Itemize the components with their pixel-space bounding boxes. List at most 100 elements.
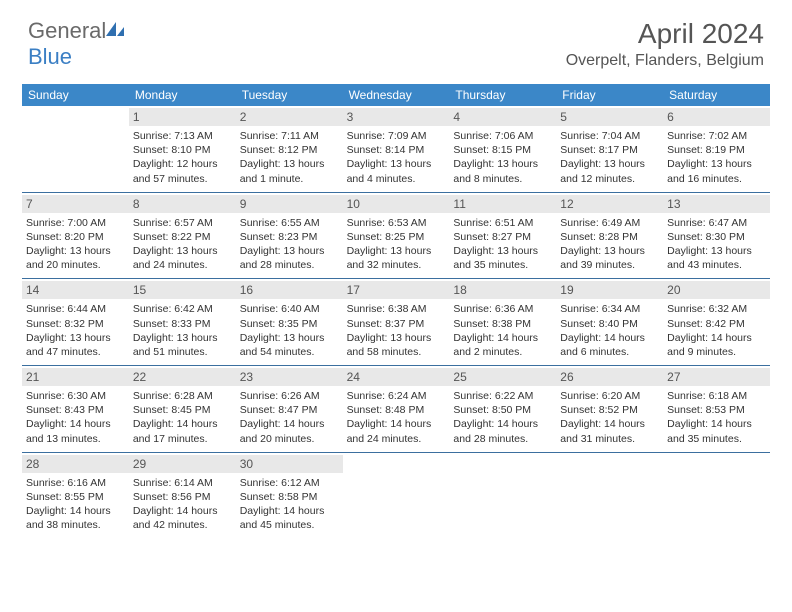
day-cell: 3Sunrise: 7:09 AMSunset: 8:14 PMDaylight… <box>343 106 450 192</box>
sail-icon <box>104 20 126 38</box>
day-info: Sunrise: 6:12 AMSunset: 8:58 PMDaylight:… <box>240 476 339 533</box>
day-cell: 6Sunrise: 7:02 AMSunset: 8:19 PMDaylight… <box>663 106 770 192</box>
day-number <box>343 455 450 459</box>
sunset-text: Sunset: 8:35 PM <box>240 317 339 331</box>
day-cell: 13Sunrise: 6:47 AMSunset: 8:30 PMDayligh… <box>663 193 770 279</box>
day-info: Sunrise: 6:57 AMSunset: 8:22 PMDaylight:… <box>133 216 232 273</box>
daylight-text: Daylight: 13 hours and 39 minutes. <box>560 244 659 272</box>
brand-name: General Blue <box>28 18 126 70</box>
daylight-text: Daylight: 14 hours and 35 minutes. <box>667 417 766 445</box>
day-header: Wednesday <box>343 84 450 106</box>
month-title: April 2024 <box>566 18 764 50</box>
location-subtitle: Overpelt, Flanders, Belgium <box>566 52 764 70</box>
day-cell: 20Sunrise: 6:32 AMSunset: 8:42 PMDayligh… <box>663 279 770 365</box>
daylight-text: Daylight: 13 hours and 4 minutes. <box>347 157 446 185</box>
daylight-text: Daylight: 14 hours and 38 minutes. <box>26 504 125 532</box>
day-header: Friday <box>556 84 663 106</box>
day-cell: 15Sunrise: 6:42 AMSunset: 8:33 PMDayligh… <box>129 279 236 365</box>
sunset-text: Sunset: 8:48 PM <box>347 403 446 417</box>
daylight-text: Daylight: 14 hours and 24 minutes. <box>347 417 446 445</box>
day-cell <box>556 453 663 539</box>
day-info: Sunrise: 6:22 AMSunset: 8:50 PMDaylight:… <box>453 389 552 446</box>
daylight-text: Daylight: 14 hours and 2 minutes. <box>453 331 552 359</box>
day-info: Sunrise: 6:53 AMSunset: 8:25 PMDaylight:… <box>347 216 446 273</box>
day-cell: 7Sunrise: 7:00 AMSunset: 8:20 PMDaylight… <box>22 193 129 279</box>
day-number <box>556 455 663 459</box>
day-cell: 25Sunrise: 6:22 AMSunset: 8:50 PMDayligh… <box>449 366 556 452</box>
day-info: Sunrise: 6:32 AMSunset: 8:42 PMDaylight:… <box>667 302 766 359</box>
day-info: Sunrise: 6:34 AMSunset: 8:40 PMDaylight:… <box>560 302 659 359</box>
day-cell <box>22 106 129 192</box>
day-cell: 24 Sunrise: 6:24 AMSunset: 8:48 PMDayligh… <box>343 366 450 452</box>
daylight-text: Daylight: 13 hours and 24 minutes. <box>133 244 232 272</box>
day-info: Sunrise: 6:47 AMSunset: 8:30 PMDaylight:… <box>667 216 766 273</box>
day-number: 17 <box>343 281 450 299</box>
sunrise-text: Sunrise: 6:30 AM <box>26 389 125 403</box>
day-info: Sunrise: 6:16 AMSunset: 8:55 PMDaylight:… <box>26 476 125 533</box>
sunset-text: Sunset: 8:55 PM <box>26 490 125 504</box>
sunrise-text: Sunrise: 6:18 AM <box>667 389 766 403</box>
sunset-text: Sunset: 8:50 PM <box>453 403 552 417</box>
day-number: 18 <box>449 281 556 299</box>
week-row: 28Sunrise: 6:16 AMSunset: 8:55 PMDayligh… <box>22 453 770 539</box>
sunrise-text: Sunrise: 7:04 AM <box>560 129 659 143</box>
day-number: 9 <box>236 195 343 213</box>
day-number <box>663 455 770 459</box>
sunset-text: Sunset: 8:17 PM <box>560 143 659 157</box>
day-cell: 4Sunrise: 7:06 AMSunset: 8:15 PMDaylight… <box>449 106 556 192</box>
daylight-text: Daylight: 13 hours and 47 minutes. <box>26 331 125 359</box>
daylight-text: Daylight: 14 hours and 17 minutes. <box>133 417 232 445</box>
day-number <box>449 455 556 459</box>
sunrise-text: Sunrise: 6:51 AM <box>453 216 552 230</box>
sunset-text: Sunset: 8:56 PM <box>133 490 232 504</box>
day-number: 2 <box>236 108 343 126</box>
sunrise-text: Sunrise: 6:20 AM <box>560 389 659 403</box>
day-cell: 12Sunrise: 6:49 AMSunset: 8:28 PMDayligh… <box>556 193 663 279</box>
day-header: Thursday <box>449 84 556 106</box>
sunrise-text: Sunrise: 6:57 AM <box>133 216 232 230</box>
daylight-text: Daylight: 13 hours and 35 minutes. <box>453 244 552 272</box>
daylight-text: Daylight: 14 hours and 13 minutes. <box>26 417 125 445</box>
day-number: 21 <box>22 368 129 386</box>
sunrise-text: Sunrise: 6:36 AM <box>453 302 552 316</box>
sunset-text: Sunset: 8:58 PM <box>240 490 339 504</box>
brand-name-blue: Blue <box>28 44 72 69</box>
sunrise-text: Sunrise: 7:00 AM <box>26 216 125 230</box>
sunset-text: Sunset: 8:45 PM <box>133 403 232 417</box>
sunrise-text: Sunrise: 6:40 AM <box>240 302 339 316</box>
sunset-text: Sunset: 8:42 PM <box>667 317 766 331</box>
daylight-text: Daylight: 14 hours and 45 minutes. <box>240 504 339 532</box>
day-info: Sunrise: 7:13 AMSunset: 8:10 PMDaylight:… <box>133 129 232 186</box>
day-number: 12 <box>556 195 663 213</box>
day-info: Sunrise: 6:51 AMSunset: 8:27 PMDaylight:… <box>453 216 552 273</box>
sunrise-text: Sunrise: 6:32 AM <box>667 302 766 316</box>
day-info: Sunrise: 6:26 AMSunset: 8:47 PMDaylight:… <box>240 389 339 446</box>
daylight-text: Daylight: 13 hours and 32 minutes. <box>347 244 446 272</box>
sunset-text: Sunset: 8:10 PM <box>133 143 232 157</box>
sunrise-text: Sunrise: 7:06 AM <box>453 129 552 143</box>
sunrise-text: Sunrise: 7:11 AM <box>240 129 339 143</box>
sunset-text: Sunset: 8:15 PM <box>453 143 552 157</box>
week-row: 21Sunrise: 6:30 AMSunset: 8:43 PMDayligh… <box>22 366 770 453</box>
sunset-text: Sunset: 8:23 PM <box>240 230 339 244</box>
day-cell: 21Sunrise: 6:30 AMSunset: 8:43 PMDayligh… <box>22 366 129 452</box>
day-number: 24 <box>343 368 450 386</box>
day-header: Monday <box>129 84 236 106</box>
day-cell: 11Sunrise: 6:51 AMSunset: 8:27 PMDayligh… <box>449 193 556 279</box>
daylight-text: Daylight: 13 hours and 1 minute. <box>240 157 339 185</box>
day-number: 29 <box>129 455 236 473</box>
day-cell: 30Sunrise: 6:12 AMSunset: 8:58 PMDayligh… <box>236 453 343 539</box>
day-info: Sunrise: 7:02 AMSunset: 8:19 PMDaylight:… <box>667 129 766 186</box>
sunset-text: Sunset: 8:38 PM <box>453 317 552 331</box>
sunrise-text: Sunrise: 6:53 AM <box>347 216 446 230</box>
day-cell <box>449 453 556 539</box>
daylight-text: Daylight: 13 hours and 28 minutes. <box>240 244 339 272</box>
page-header: General Blue April 2024 Overpelt, Flande… <box>0 0 792 78</box>
day-header: Sunday <box>22 84 129 106</box>
sunrise-text: Sunrise: 6:24 AM <box>347 389 446 403</box>
day-cell <box>663 453 770 539</box>
day-info: Sunrise: 7:00 AMSunset: 8:20 PMDaylight:… <box>26 216 125 273</box>
day-cell: 27Sunrise: 6:18 AMSunset: 8:53 PMDayligh… <box>663 366 770 452</box>
week-row: 7Sunrise: 7:00 AMSunset: 8:20 PMDaylight… <box>22 193 770 280</box>
sunset-text: Sunset: 8:40 PM <box>560 317 659 331</box>
